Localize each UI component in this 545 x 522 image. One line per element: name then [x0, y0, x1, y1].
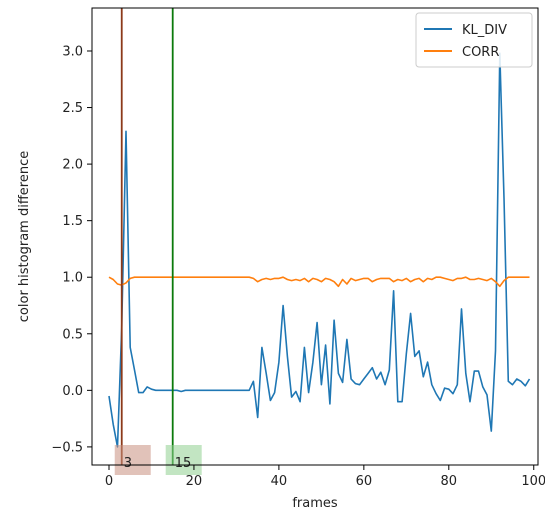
series-line-corr [108, 276, 530, 288]
marker-label-15: 15 [175, 456, 192, 471]
legend-label: KL_DIV [462, 23, 507, 38]
y-tick-label: 1.5 [62, 214, 83, 229]
legend-box [415, 12, 533, 68]
y-tick-label: 2.0 [62, 158, 83, 173]
x-tick-label: 20 [186, 474, 203, 489]
x-tick-label: 40 [271, 474, 288, 489]
legend-label: CORR [462, 45, 499, 60]
y-tick-label: 1.0 [62, 271, 83, 286]
series-line-kl-div [108, 52, 531, 448]
y-tick-label: 0.5 [62, 327, 83, 342]
marker-box-3 [114, 445, 151, 475]
y-tick-label: 0.0 [62, 384, 83, 399]
series-layer [108, 52, 531, 448]
y-axis-label: color histogram difference [17, 151, 32, 322]
x-axis-label: frames [292, 496, 338, 511]
x-tick-label: 60 [356, 474, 373, 489]
x-tick-label: 100 [521, 474, 545, 489]
y-tick-label: 3.0 [62, 44, 83, 59]
x-tick-label: 0 [105, 474, 113, 489]
y-tick-label: 2.5 [62, 101, 83, 116]
plot-frame [91, 7, 539, 466]
marker-label-3: 3 [124, 456, 132, 471]
x-tick-label: 80 [441, 474, 458, 489]
ticks-layer: 0 20 40 60 80 100 −0.5 0.0 0.5 1.0 1.5 2.0 2.5 3.0 [51, 44, 545, 489]
legend: KL_DIV CORR [415, 12, 533, 68]
y-tick-label: −0.5 [51, 440, 83, 455]
marker-layer: 3 15 [114, 8, 202, 475]
marker-box-15 [165, 445, 202, 475]
